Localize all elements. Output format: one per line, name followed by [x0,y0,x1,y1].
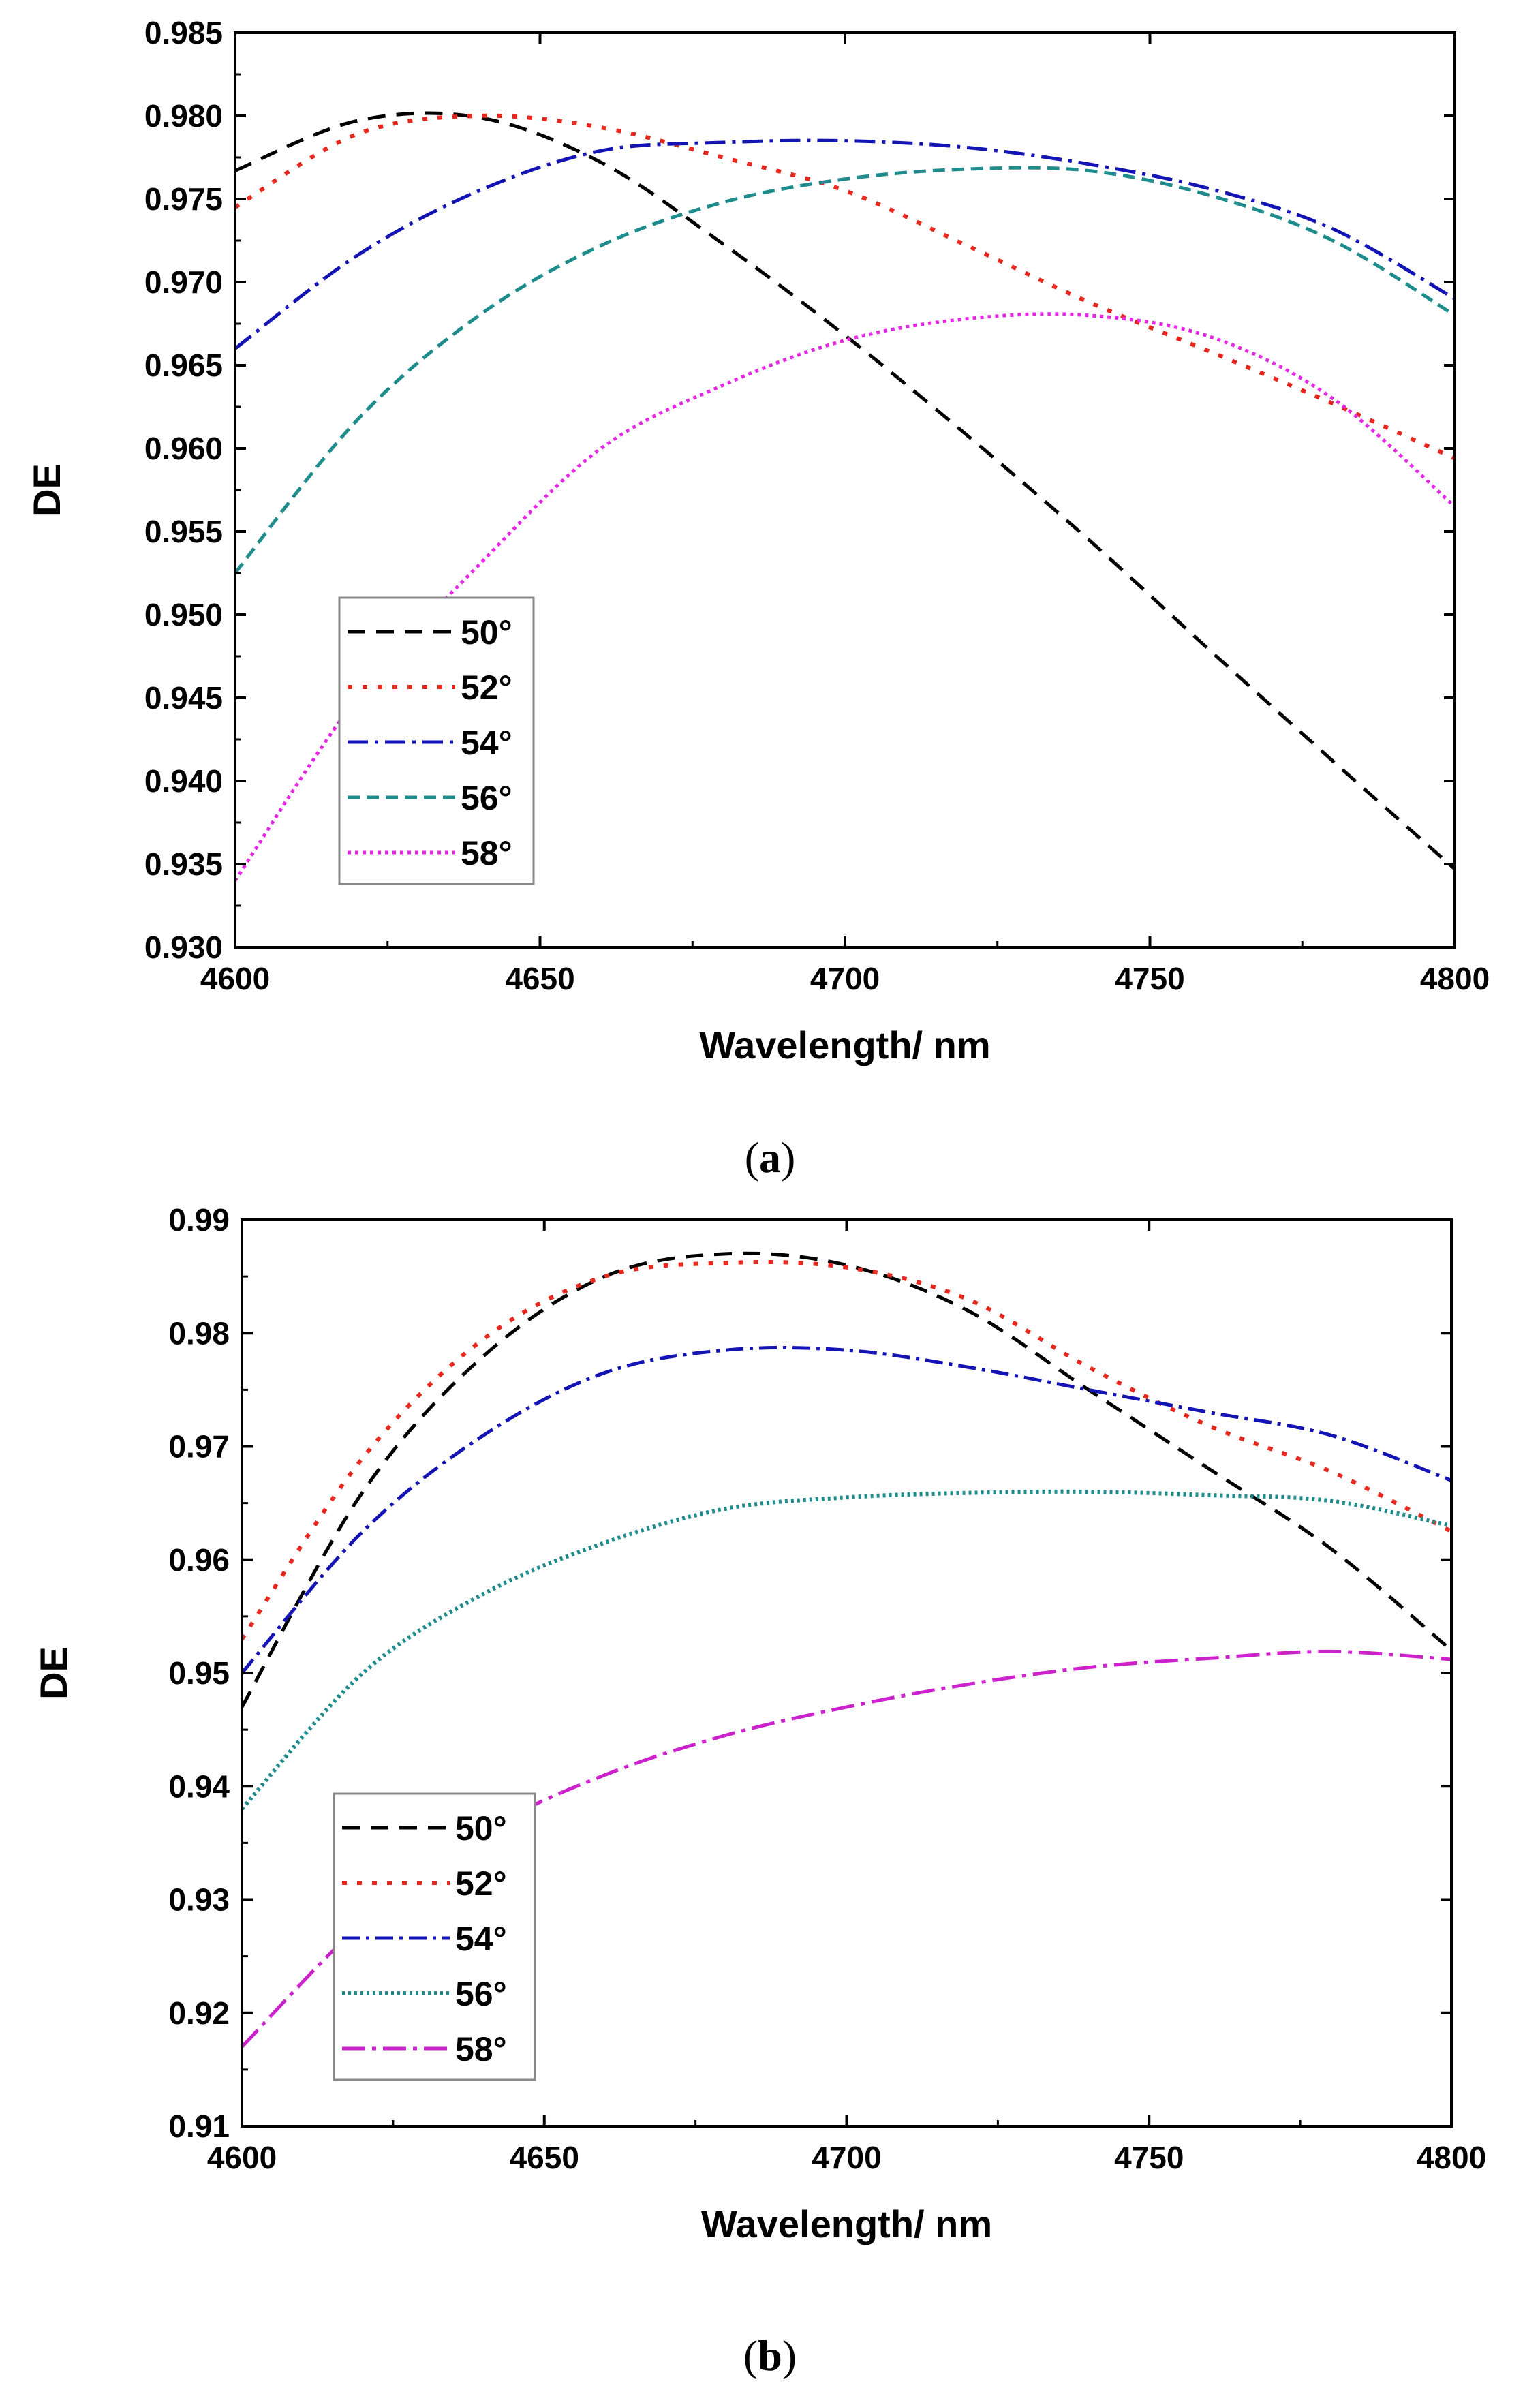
caption-letter: b [758,2331,782,2380]
x-tick-label: 4750 [1114,2140,1184,2175]
y-tick-label: 0.98 [168,1315,230,1351]
y-tick-label: 0.97 [168,1429,230,1464]
y-tick-label: 0.945 [144,680,223,716]
y-tick-label: 0.94 [168,1768,230,1804]
x-tick-label: 4650 [505,961,574,996]
x-tick-label: 4800 [1417,2140,1486,2175]
x-tick-label: 4600 [200,961,270,996]
series-line-a-1 [235,113,1455,461]
x-tick-label: 4600 [207,2140,277,2175]
caption-paren-close: ) [781,1133,795,1182]
y-tick-label: 0.965 [144,348,223,383]
series-line-b-0 [242,1251,1451,1708]
series-line-b-3 [242,1489,1451,1811]
y-tick-label: 0.93 [168,1882,230,1918]
y-tick-label: 0.91 [168,2108,230,2144]
x-tick-label: 4800 [1420,961,1490,996]
legend-label-2: 54° [455,1920,507,1958]
legend-a: 50° 52° 54° 56° 58° [338,596,535,885]
caption-paren-open: ( [743,2331,758,2380]
y-tick-label: 0.980 [144,98,223,134]
y-tick-label: 0.95 [168,1655,230,1691]
y-tick-label: 0.935 [144,846,223,882]
legend-label-4: 58° [461,834,512,872]
legend-b: 50° 52° 54° 56° 58° [333,1792,536,2081]
x-axis-title: Wavelength/ nm [701,2203,992,2245]
series-line-a-3 [235,166,1455,574]
chart-panel-a: 4600 4650 4700 4750 4800 0.930 0.935 0.940 0.945… [25,15,1490,1182]
y-tick-label: 0.955 [144,514,223,549]
y-axis-title: DE [32,1646,75,1700]
y-tick-label: 0.99 [168,1202,230,1238]
panel-caption-a: (a) [745,1133,796,1182]
legend-label-3: 56° [455,1975,507,2013]
y-tick-label: 0.950 [144,597,223,632]
y-tick-label: 0.970 [144,264,223,300]
legend-label-1: 52° [455,1864,507,1903]
x-axis-title: Wavelength/ nm [699,1024,990,1066]
legend-label-2: 54° [461,724,512,762]
caption-paren-close: ) [782,2331,797,2380]
y-tick-label: 0.96 [168,1542,230,1578]
legend-label-0: 50° [455,1809,507,1847]
y-tick-label: 0.985 [144,15,223,50]
y-axis-title: DE [25,463,68,517]
legend-label-1: 52° [461,669,512,707]
legend-label-4: 58° [455,2030,507,2068]
x-tick-label: 4750 [1115,961,1184,996]
series-line-a-4 [235,312,1455,882]
y-tick-label: 0.930 [144,930,223,965]
chart-panel-b: 4600 4650 4700 4750 4800 0.91 0.92 0.93 0.94 0.95… [32,1202,1486,2380]
legend-label-0: 50° [461,613,512,651]
y-tick-label: 0.975 [144,181,223,217]
x-tick-label: 4700 [810,961,880,996]
x-tick-label: 4650 [510,2140,579,2175]
caption-paren-open: ( [745,1133,759,1182]
panel-caption-b: (b) [743,2331,797,2380]
caption-letter: a [759,1133,781,1182]
y-tick-label: 0.92 [168,1995,230,2031]
series-line-b-2 [242,1346,1451,1674]
series-line-a-0 [235,111,1455,871]
series-line-b-1 [242,1259,1451,1640]
y-tick-label: 0.940 [144,763,223,799]
series-line-a-2 [235,138,1455,350]
y-tick-label: 0.960 [144,431,223,466]
legend-label-3: 56° [461,779,512,817]
x-tick-label: 4700 [812,2140,881,2175]
